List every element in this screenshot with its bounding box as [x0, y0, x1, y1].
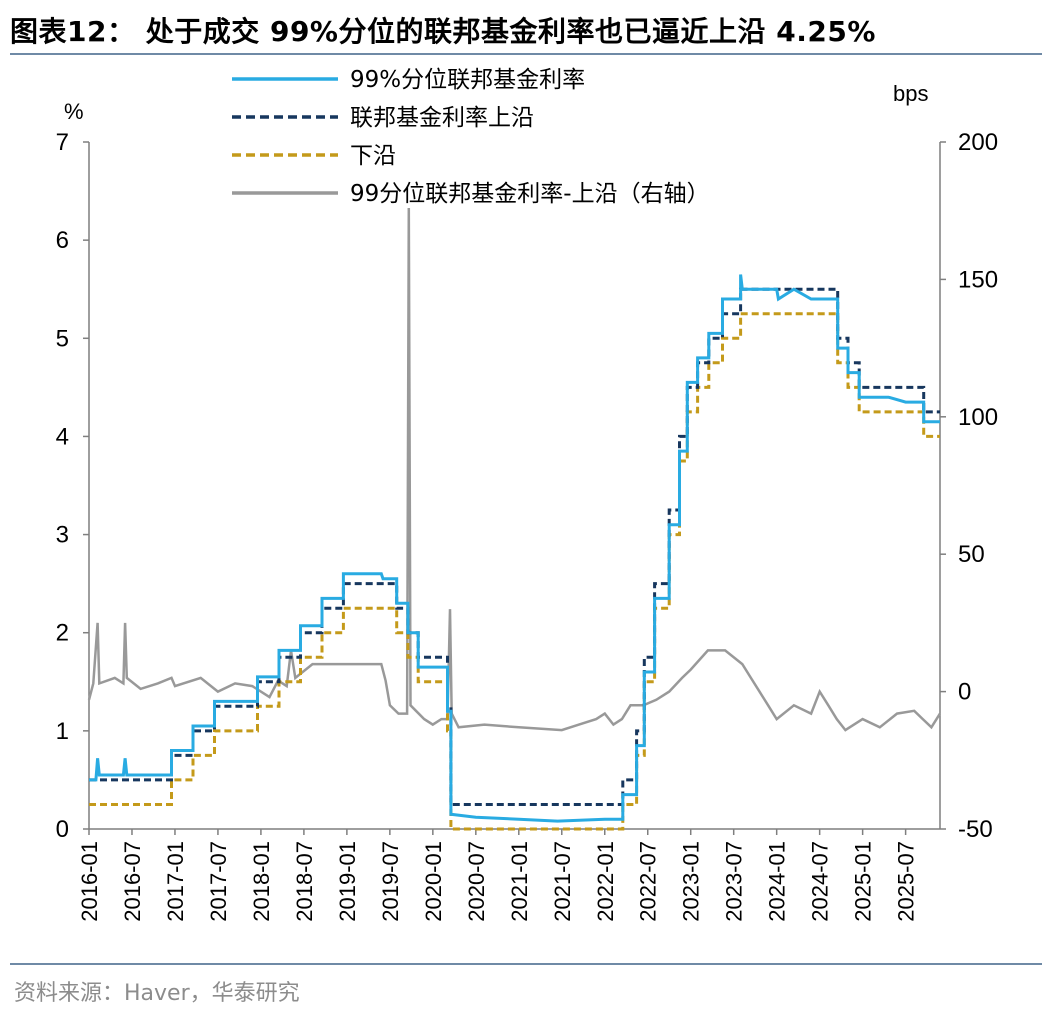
right-tick-label: 0	[958, 679, 971, 706]
x-tick-label: 2023-07	[722, 841, 747, 922]
x-tick-label: 2016-01	[77, 841, 102, 922]
left-tick-label: 6	[56, 227, 69, 254]
left-tick-label: 3	[56, 522, 69, 549]
left-tick-label: 0	[56, 816, 69, 843]
x-tick-label: 2022-01	[593, 841, 618, 922]
left-tick-label: 4	[56, 423, 69, 450]
legend-label-p99: 99%分位联邦基金利率	[350, 67, 585, 93]
left-tick-label: 1	[56, 718, 69, 745]
x-tick-label: 2020-01	[421, 841, 446, 922]
x-tick-label: 2019-01	[335, 841, 360, 922]
x-tick-label: 2025-01	[851, 841, 876, 922]
x-tick-label: 2024-01	[765, 841, 790, 922]
x-tick-label: 2018-01	[249, 841, 274, 922]
x-tick-label: 2021-07	[550, 841, 575, 922]
right-tick-label: 100	[958, 404, 998, 431]
left-tick-label: 5	[56, 325, 69, 352]
x-tick-label: 2019-07	[378, 841, 403, 922]
series-line-lower	[89, 312, 940, 831]
x-tick-label: 2020-07	[464, 841, 489, 922]
right-tick-label: 50	[958, 541, 985, 568]
legend-label-upper: 联邦基金利率上沿	[350, 105, 534, 131]
x-tick-label: 2021-01	[507, 841, 532, 922]
footer-divider	[10, 963, 1042, 965]
title-divider	[10, 53, 1042, 55]
series-line-p99	[89, 274, 940, 823]
x-tick-label: 2018-07	[292, 841, 317, 922]
right-tick-label: 150	[958, 266, 998, 293]
x-tick-label: 2025-07	[894, 841, 919, 922]
x-tick-label: 2022-07	[636, 841, 661, 922]
legend-label-spread: 99分位联邦基金利率-上沿（右轴）	[350, 181, 710, 207]
right-axis-unit: bps	[893, 81, 928, 106]
source-note: 资料来源：Haver，华泰研究	[14, 981, 300, 1006]
right-tick-label: 200	[958, 129, 998, 156]
series-line-spread	[87, 207, 942, 732]
x-tick-label: 2024-07	[808, 841, 833, 922]
x-tick-label: 2017-07	[206, 841, 231, 922]
left-tick-label: 2	[56, 620, 69, 647]
chart-series	[87, 207, 942, 831]
x-tick-label: 2017-01	[163, 841, 188, 922]
left-tick-label: 7	[56, 129, 69, 156]
left-axis-unit: %	[64, 99, 84, 124]
chart-axes: 0 1 2 3 4 5 6 7 -50 0 50 100 150 200% bps 2016-01 2016-0…	[56, 81, 998, 922]
legend-label-lower: 下沿	[350, 143, 396, 169]
fed-funds-chart: 0 1 2 3 4 5 6 7 -50 0 50 100 150 200% bps 2016-01 2016-0…	[56, 67, 998, 922]
chart-title: 图表12： 处于成交 99%分位的联邦基金利率也已逼近上沿 4.25%	[10, 15, 876, 48]
x-tick-label: 2016-07	[120, 841, 145, 922]
right-tick-label: -50	[958, 816, 993, 843]
x-tick-label: 2023-01	[679, 841, 704, 922]
